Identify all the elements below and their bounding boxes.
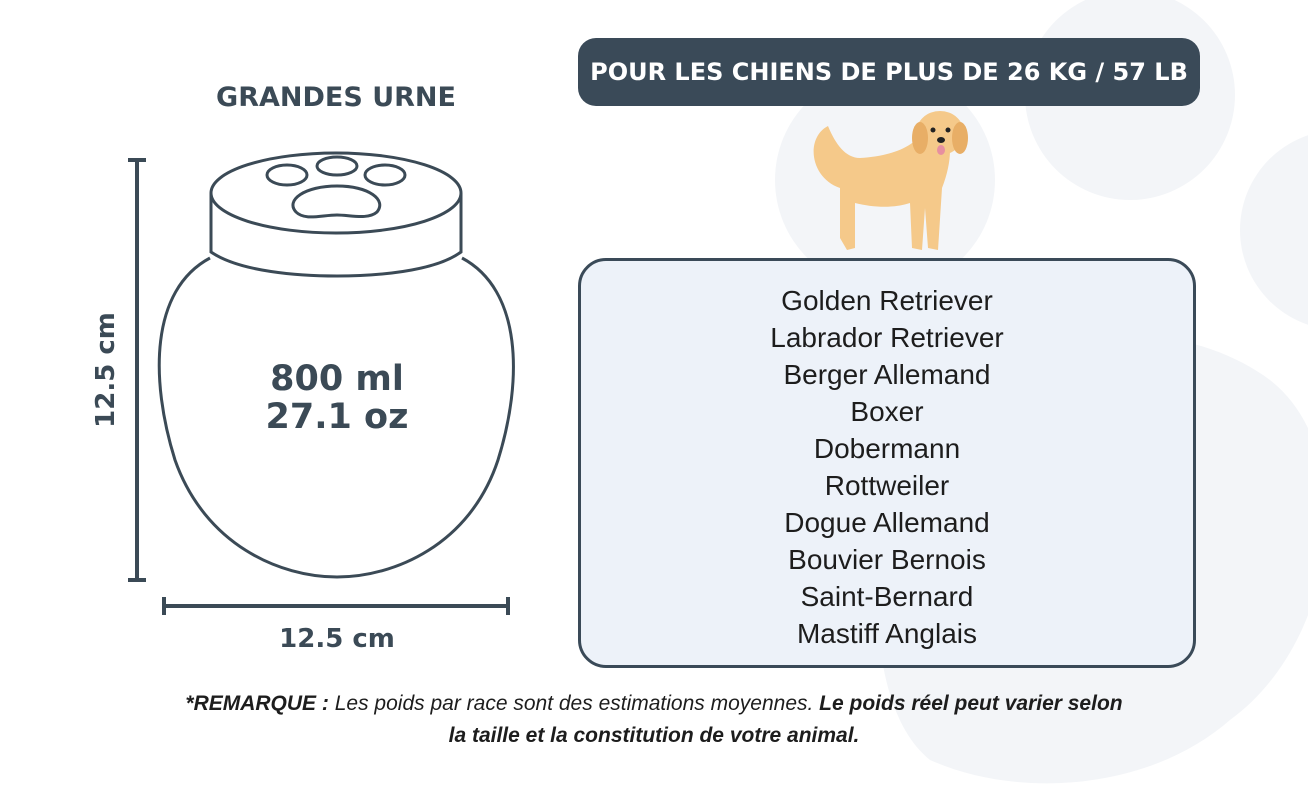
note-bold: Le poids réel peut varier selon la taill… bbox=[448, 692, 1123, 747]
urn-illustration bbox=[128, 151, 515, 615]
dimension-line-horizontal bbox=[162, 597, 510, 615]
breed-item: Bouvier Bernois bbox=[788, 544, 986, 575]
breed-item: Golden Retriever bbox=[781, 285, 993, 316]
breed-item: Dogue Allemand bbox=[784, 507, 990, 538]
breed-item: Rottweiler bbox=[824, 470, 950, 501]
urn-body bbox=[157, 256, 515, 579]
note-label: *REMARQUE : bbox=[185, 692, 329, 715]
paw-icon bbox=[265, 155, 407, 219]
urn-title: GRANDES URNE bbox=[216, 82, 456, 113]
note-text: Les poids par race sont des estimations … bbox=[328, 692, 820, 715]
urn-lid-top bbox=[209, 151, 463, 235]
urn-capacity: 800 ml 27.1 oz bbox=[266, 360, 409, 436]
golden-retriever-illustration bbox=[813, 111, 968, 250]
breed-item: Mastiff Anglais bbox=[796, 618, 978, 649]
breed-item: Labrador Retriever bbox=[770, 322, 1004, 353]
weight-banner: POUR LES CHIENS DE PLUS DE 26 KG / 57 LB bbox=[578, 38, 1200, 106]
breed-item: Boxer bbox=[850, 396, 924, 427]
urn-lid-side bbox=[209, 193, 463, 278]
height-label: 12.5 cm bbox=[91, 312, 121, 428]
breed-item: Dobermann bbox=[813, 433, 961, 464]
capacity-ml: 800 ml bbox=[270, 359, 404, 399]
breed-item: Berger Allemand bbox=[783, 359, 991, 390]
capacity-oz: 27.1 oz bbox=[265, 397, 409, 437]
note: *REMARQUE : Les poids par race sont des … bbox=[174, 688, 1134, 752]
width-label: 12.5 cm bbox=[279, 624, 395, 654]
dimension-line-vertical bbox=[128, 158, 146, 582]
breed-item: Saint-Bernard bbox=[800, 581, 974, 612]
breed-list: Golden Retriever Labrador Retriever Berg… bbox=[578, 258, 1196, 668]
